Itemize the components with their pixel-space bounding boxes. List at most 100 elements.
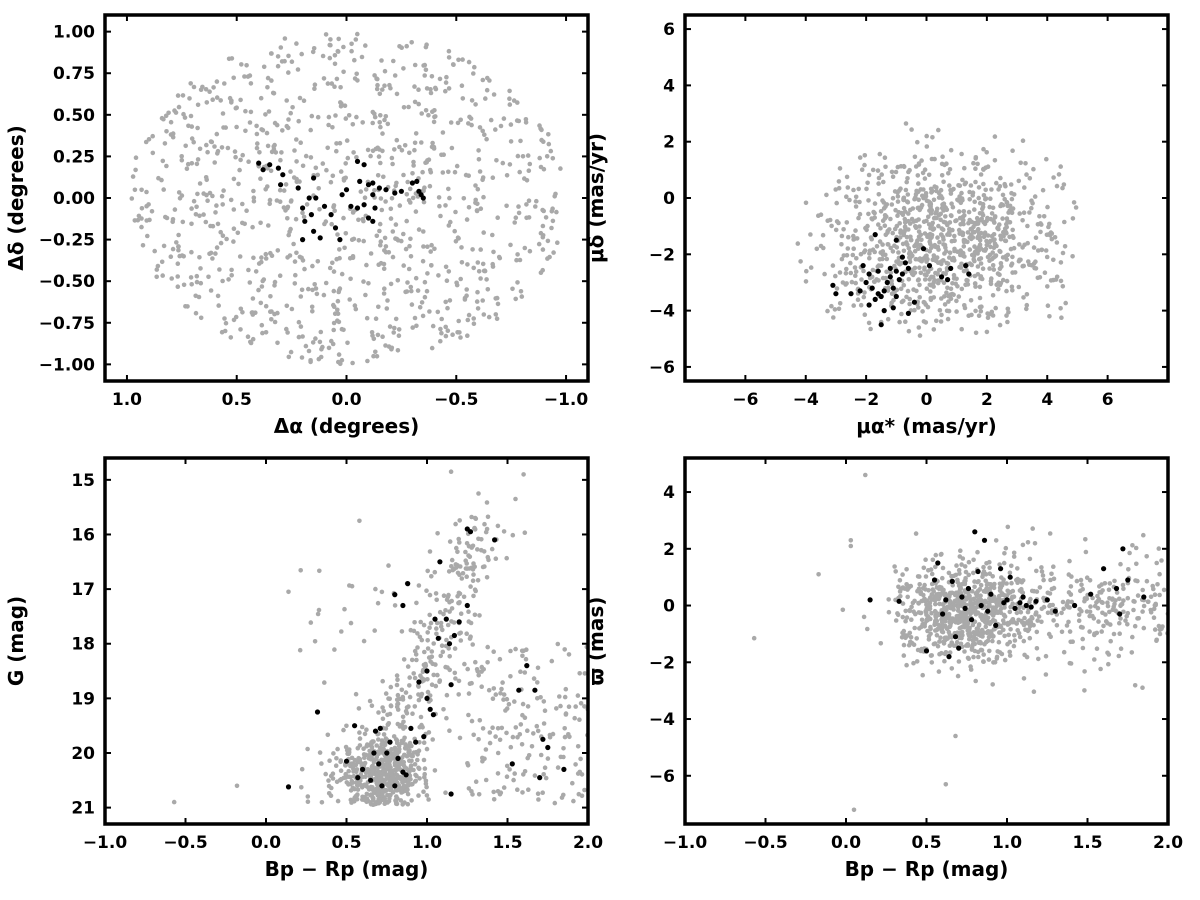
field-star-point <box>901 653 907 658</box>
member-star-point <box>952 634 959 640</box>
x-tick-label: 2.0 <box>573 833 603 853</box>
field-star-point <box>1092 632 1097 638</box>
field-star-point <box>996 226 1001 232</box>
field-star-point <box>909 216 915 222</box>
field-star-point <box>952 233 957 239</box>
field-star-point <box>1107 581 1113 586</box>
field-star-point <box>423 67 429 73</box>
field-star-point <box>160 273 165 278</box>
field-star-point <box>917 282 922 288</box>
field-star-point <box>409 758 414 764</box>
field-star-point <box>364 791 370 797</box>
field-star-point <box>441 611 446 617</box>
field-star-point <box>915 647 921 653</box>
field-star-point <box>499 686 504 692</box>
field-star-point <box>848 270 854 276</box>
field-star-point <box>163 214 168 220</box>
field-star-point <box>176 232 181 238</box>
field-star-point <box>975 264 981 269</box>
member-star-point <box>893 237 899 243</box>
field-star-point <box>254 145 260 151</box>
field-star-point <box>132 187 138 193</box>
field-star-point <box>424 588 429 593</box>
field-star-point <box>985 164 991 169</box>
field-star-point <box>204 192 209 198</box>
field-star-point <box>456 57 461 63</box>
field-star-point <box>893 569 898 574</box>
member-star-point <box>878 293 884 300</box>
member-star-point <box>443 616 449 622</box>
field-star-point <box>399 45 405 50</box>
field-star-point <box>1112 601 1117 607</box>
field-star-point <box>928 203 933 209</box>
field-star-point <box>394 751 400 757</box>
field-star-point <box>549 658 555 664</box>
field-star-point <box>957 231 963 236</box>
field-star-point <box>243 108 248 114</box>
field-star-point <box>481 230 487 235</box>
member-star-point <box>509 761 515 767</box>
field-star-point <box>387 324 393 329</box>
field-star-point <box>187 96 192 101</box>
field-star-point <box>893 169 899 175</box>
member-star-point <box>1052 608 1058 614</box>
member-star-point <box>863 279 869 286</box>
member-star-point <box>975 568 981 575</box>
field-star-point <box>315 259 321 264</box>
field-star-point <box>383 244 389 249</box>
field-star-point <box>848 543 854 549</box>
field-star-point <box>214 245 220 250</box>
field-star-point <box>1080 645 1086 651</box>
field-star-point <box>445 622 451 628</box>
field-star-point <box>892 243 897 248</box>
field-star-point <box>327 42 333 48</box>
field-star-point <box>299 355 305 360</box>
member-star-point <box>872 232 878 238</box>
field-star-point <box>882 223 888 228</box>
field-star-point <box>902 632 907 638</box>
field-star-point <box>900 572 905 577</box>
field-star-point <box>430 737 436 742</box>
field-star-point <box>457 735 463 741</box>
field-star-point <box>991 267 997 272</box>
field-star-point <box>983 246 989 252</box>
field-star-point <box>1040 187 1046 193</box>
field-star-point <box>453 676 458 681</box>
field-star-point <box>898 594 903 599</box>
field-star-point <box>237 167 242 173</box>
field-star-point <box>355 782 360 788</box>
field-star-point <box>472 64 477 70</box>
field-star-point <box>444 74 449 80</box>
field-star-point <box>1105 600 1110 605</box>
field-star-point <box>1000 618 1006 623</box>
field-star-point <box>934 215 939 221</box>
field-star-point <box>288 349 294 355</box>
field-star-point <box>1061 606 1066 612</box>
field-star-point <box>853 204 859 209</box>
field-star-point <box>920 309 925 314</box>
x-axis-label: Bp − Rp (mag) <box>845 857 1009 881</box>
field-star-point <box>1037 585 1043 590</box>
field-star-point <box>220 111 226 116</box>
field-star-point <box>868 326 873 332</box>
field-star-point <box>257 150 262 155</box>
field-star-point <box>919 598 924 604</box>
field-star-point <box>247 280 253 285</box>
member-star-point <box>561 766 567 773</box>
member-star-point <box>1072 602 1078 609</box>
field-star-point <box>1084 596 1090 602</box>
field-star-point <box>466 619 472 624</box>
field-star-point <box>288 110 294 116</box>
field-star-point <box>266 109 272 114</box>
field-star-point <box>483 777 489 783</box>
field-star-point <box>947 255 952 260</box>
field-star-point <box>150 133 155 139</box>
y-axis-label: ϖ (mas) <box>584 597 608 686</box>
field-star-point <box>867 275 873 281</box>
field-star-point <box>512 220 517 225</box>
member-star-point <box>985 608 991 614</box>
field-star-point <box>877 239 883 244</box>
field-star-point <box>387 796 392 801</box>
field-star-point <box>363 770 369 776</box>
field-star-point <box>215 148 221 154</box>
